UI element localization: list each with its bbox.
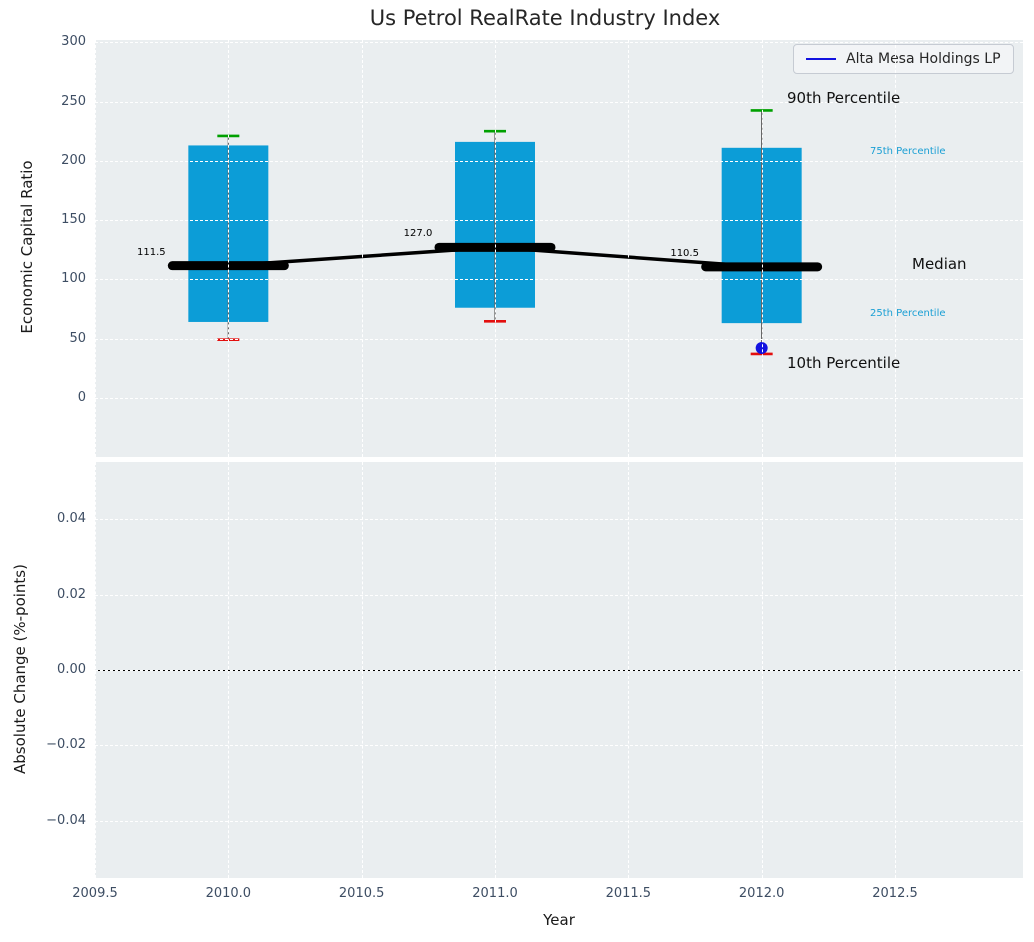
median-value-label: 110.5 xyxy=(670,247,699,259)
grid-line xyxy=(228,462,230,878)
grid-line xyxy=(628,462,630,878)
annotation-p25: 25th Percentile xyxy=(870,308,946,319)
grid-line xyxy=(895,462,896,878)
y-tick-label: 250 xyxy=(61,93,86,109)
y-tick-label: 300 xyxy=(61,34,86,50)
annotation-p10: 10th Percentile xyxy=(787,354,901,372)
grid-line xyxy=(361,40,363,457)
x-tick-label: 2011.5 xyxy=(605,886,652,901)
x-axis-label: Year xyxy=(543,911,575,929)
grid-line xyxy=(761,40,763,457)
grid-line xyxy=(95,397,1023,399)
grid-line xyxy=(95,279,1023,281)
grid-line xyxy=(628,40,630,457)
legend-label: Alta Mesa Holdings LP xyxy=(846,51,1001,67)
y-tick-label: 50 xyxy=(69,330,86,346)
grid-line xyxy=(95,594,1023,596)
grid-line xyxy=(228,40,230,457)
grid-line xyxy=(95,160,1023,162)
y-tick-label: 0.02 xyxy=(57,586,86,602)
bottom-plot-area xyxy=(95,462,1023,878)
grid-line xyxy=(95,670,1023,671)
grid-line xyxy=(95,40,96,457)
y-tick-label: −0.02 xyxy=(46,737,86,753)
top-plot-area: Alta Mesa Holdings LP 111.5 127.0 110.5 90t… xyxy=(95,40,1023,457)
grid-line xyxy=(361,462,363,878)
grid-line xyxy=(95,220,1023,222)
x-tick-label: 2012.5 xyxy=(872,886,918,901)
annotation-median: Median xyxy=(912,255,967,273)
x-tick-label: 2009.5 xyxy=(72,886,118,901)
y-tick-label: 150 xyxy=(61,212,86,228)
grid-line xyxy=(95,338,1023,340)
y-tick-label: 0.04 xyxy=(57,511,86,527)
y-tick-label: 100 xyxy=(61,271,86,287)
grid-line xyxy=(495,40,496,457)
top-y-axis-label: Economic Capital Ratio xyxy=(18,160,36,334)
grid-line xyxy=(95,462,96,878)
x-tick-label: 2012.0 xyxy=(738,886,785,901)
grid-line xyxy=(761,462,763,878)
grid-line xyxy=(95,745,1023,747)
y-tick-label: 0.00 xyxy=(57,662,86,677)
grid-line xyxy=(895,40,896,457)
grid-line xyxy=(95,820,1023,822)
annotation-p90: 90th Percentile xyxy=(787,89,901,107)
grid-line xyxy=(95,101,1023,103)
median-value-label: 111.5 xyxy=(137,246,166,258)
x-tick-label: 2010.0 xyxy=(205,886,252,901)
grid-line xyxy=(495,462,496,878)
y-tick-label: 0 xyxy=(77,389,86,405)
x-tick-label: 2011.0 xyxy=(472,886,518,901)
legend: Alta Mesa Holdings LP xyxy=(793,44,1014,74)
grid-line xyxy=(95,519,1023,521)
legend-line-swatch xyxy=(806,58,836,60)
chart-title: Us Petrol RealRate Industry Index xyxy=(369,6,721,30)
grid-line xyxy=(95,42,1023,44)
annotation-p75: 75th Percentile xyxy=(870,146,946,157)
y-tick-label: 200 xyxy=(61,152,86,168)
median-value-label: 127.0 xyxy=(403,228,433,240)
x-tick-label: 2010.5 xyxy=(338,886,385,901)
y-tick-label: −0.04 xyxy=(46,812,86,828)
